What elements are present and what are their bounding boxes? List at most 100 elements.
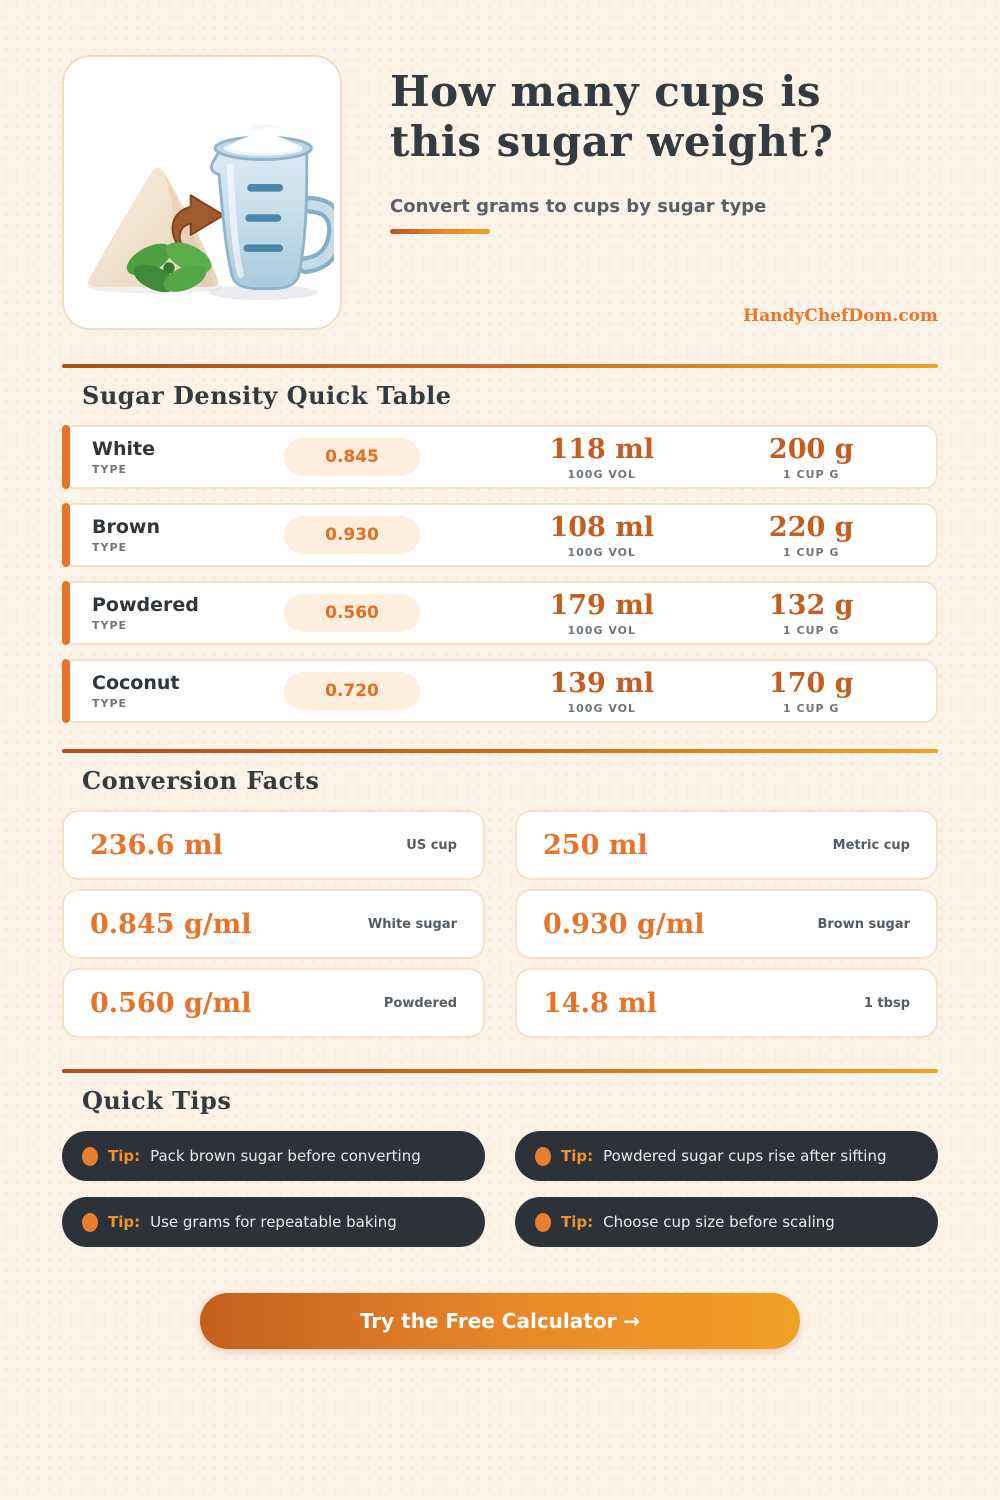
row-values: 108 ml 100G VOL 220 g 1 CUP G (497, 512, 936, 559)
facts-heading: Conversion Facts (82, 766, 320, 795)
fact-card-metric-cup: 250 ml Metric cup (515, 810, 938, 880)
row-values: 118 ml 100G VOL 200 g 1 CUP G (497, 434, 936, 481)
row-accent-bar (62, 503, 70, 567)
sugar-to-cup-illustration-icon (86, 124, 334, 300)
density-pill: 0.720 (284, 672, 420, 710)
fact-label: White sugar (367, 916, 457, 932)
tip-prefix: Tip: (561, 1213, 594, 1231)
section-divider (62, 1069, 938, 1073)
subtitle-underline (390, 228, 490, 234)
density-heading: Sugar Density Quick Table (82, 381, 452, 410)
header: How many cups is this sugar weight? Conve… (62, 55, 938, 330)
cup-grams-label: 1 CUP G (783, 545, 840, 559)
density-pill: 0.845 (284, 438, 420, 476)
fact-value: 0.560 g/ml (90, 987, 252, 1019)
volume-label: 100G VOL (567, 623, 636, 637)
row-name-block: Brown TYPE (92, 516, 267, 554)
volume-value: 179 ml (549, 589, 655, 621)
row-name-block: Powdered TYPE (92, 594, 267, 632)
tips-grid: Tip: Pack brown sugar before converting … (62, 1131, 938, 1247)
tip-dot-icon (535, 1212, 551, 1232)
measuring-cup-icon (210, 124, 334, 290)
free-calculator-button[interactable]: Try the Free Calculator → (200, 1293, 800, 1349)
cup-grams-label: 1 CUP G (783, 623, 840, 637)
cup-grams-label: 1 CUP G (783, 701, 840, 715)
cup-grams-value: 200 g (768, 433, 854, 465)
fact-value: 236.6 ml (90, 829, 223, 861)
density-pill-wrap: 0.560 (267, 594, 437, 632)
illustration-card (62, 55, 342, 330)
fact-value: 0.930 g/ml (543, 908, 705, 940)
fact-card-brown-sugar: 0.930 g/ml Brown sugar (515, 889, 938, 959)
volume-block: 118 ml 100G VOL (497, 434, 707, 481)
density-row-white: White TYPE 0.845 118 ml 100G VOL 200 g 1… (62, 425, 938, 489)
cup-grams-value: 220 g (768, 511, 854, 543)
facts-section: Conversion Facts 236.6 ml US cup 250 ml … (62, 749, 938, 1038)
tip-prefix: Tip: (561, 1147, 594, 1165)
volume-block: 179 ml 100G VOL (497, 590, 707, 637)
sugar-type-name: Powdered (92, 594, 199, 616)
cup-grams-block: 220 g 1 CUP G (707, 512, 917, 559)
tip-pill: Tip: Pack brown sugar before converting (62, 1131, 485, 1181)
fact-value: 14.8 ml (543, 987, 657, 1019)
type-label: TYPE (92, 463, 128, 476)
type-label: TYPE (92, 697, 128, 710)
density-pill-wrap: 0.930 (267, 516, 437, 554)
volume-block: 108 ml 100G VOL (497, 512, 707, 559)
row-name-block: Coconut TYPE (92, 672, 267, 710)
fact-card-powdered: 0.560 g/ml Powdered (62, 968, 485, 1038)
volume-label: 100G VOL (567, 545, 636, 559)
cup-grams-block: 200 g 1 CUP G (707, 434, 917, 481)
fact-label: Metric cup (832, 837, 910, 853)
tip-text: Powdered sugar cups rise after sifting (603, 1147, 887, 1165)
fact-card-us-cup: 236.6 ml US cup (62, 810, 485, 880)
density-row-coconut: Coconut TYPE 0.720 139 ml 100G VOL 170 g… (62, 659, 938, 723)
row-accent-bar (62, 581, 70, 645)
row-values: 179 ml 100G VOL 132 g 1 CUP G (497, 590, 936, 637)
sugar-type-name: Brown (92, 516, 160, 538)
row-values: 139 ml 100G VOL 170 g 1 CUP G (497, 668, 936, 715)
tip-text: Use grams for repeatable baking (150, 1213, 397, 1231)
volume-label: 100G VOL (567, 467, 636, 481)
volume-block: 139 ml 100G VOL (497, 668, 707, 715)
volume-label: 100G VOL (567, 701, 636, 715)
density-pill: 0.930 (284, 516, 420, 554)
tip-dot-icon (82, 1146, 98, 1166)
density-row-brown: Brown TYPE 0.930 108 ml 100G VOL 220 g 1… (62, 503, 938, 567)
type-label: TYPE (92, 541, 128, 554)
section-divider (62, 749, 938, 753)
fact-value: 0.845 g/ml (90, 908, 252, 940)
tip-pill: Tip: Choose cup size before scaling (515, 1197, 938, 1247)
tip-pill: Tip: Use grams for repeatable baking (62, 1197, 485, 1247)
facts-grid: 236.6 ml US cup 250 ml Metric cup 0.845 … (62, 810, 938, 1038)
fact-label: 1 tbsp (863, 995, 910, 1011)
row-name-block: White TYPE (92, 438, 267, 476)
volume-value: 118 ml (549, 433, 655, 465)
tip-prefix: Tip: (108, 1213, 141, 1231)
type-label: TYPE (92, 619, 128, 632)
cup-grams-value: 170 g (768, 667, 854, 699)
row-accent-bar (62, 425, 70, 489)
row-accent-bar (62, 659, 70, 723)
tip-prefix: Tip: (108, 1147, 141, 1165)
volume-value: 139 ml (549, 667, 655, 699)
tip-text: Choose cup size before scaling (603, 1213, 835, 1231)
section-divider (62, 364, 938, 368)
mint-leaves-icon (126, 241, 212, 292)
page-title: How many cups is this sugar weight? (390, 67, 938, 168)
cup-grams-value: 132 g (768, 589, 854, 621)
fact-card-tbsp: 14.8 ml 1 tbsp (515, 968, 938, 1038)
fact-label: Powdered (383, 995, 457, 1011)
fact-label: Brown sugar (817, 916, 910, 932)
density-section: Sugar Density Quick Table White TYPE 0.8… (62, 364, 938, 723)
fact-card-white-sugar: 0.845 g/ml White sugar (62, 889, 485, 959)
cup-grams-block: 132 g 1 CUP G (707, 590, 917, 637)
density-pill: 0.560 (284, 594, 420, 632)
hero-text: How many cups is this sugar weight? Conve… (390, 55, 938, 330)
cup-grams-label: 1 CUP G (783, 467, 840, 481)
fact-value: 250 ml (543, 829, 648, 861)
page-subtitle: Convert grams to cups by sugar type (390, 195, 767, 217)
density-row-powdered: Powdered TYPE 0.560 179 ml 100G VOL 132 … (62, 581, 938, 645)
site-link[interactable]: HandyChefDom.com (743, 306, 938, 326)
